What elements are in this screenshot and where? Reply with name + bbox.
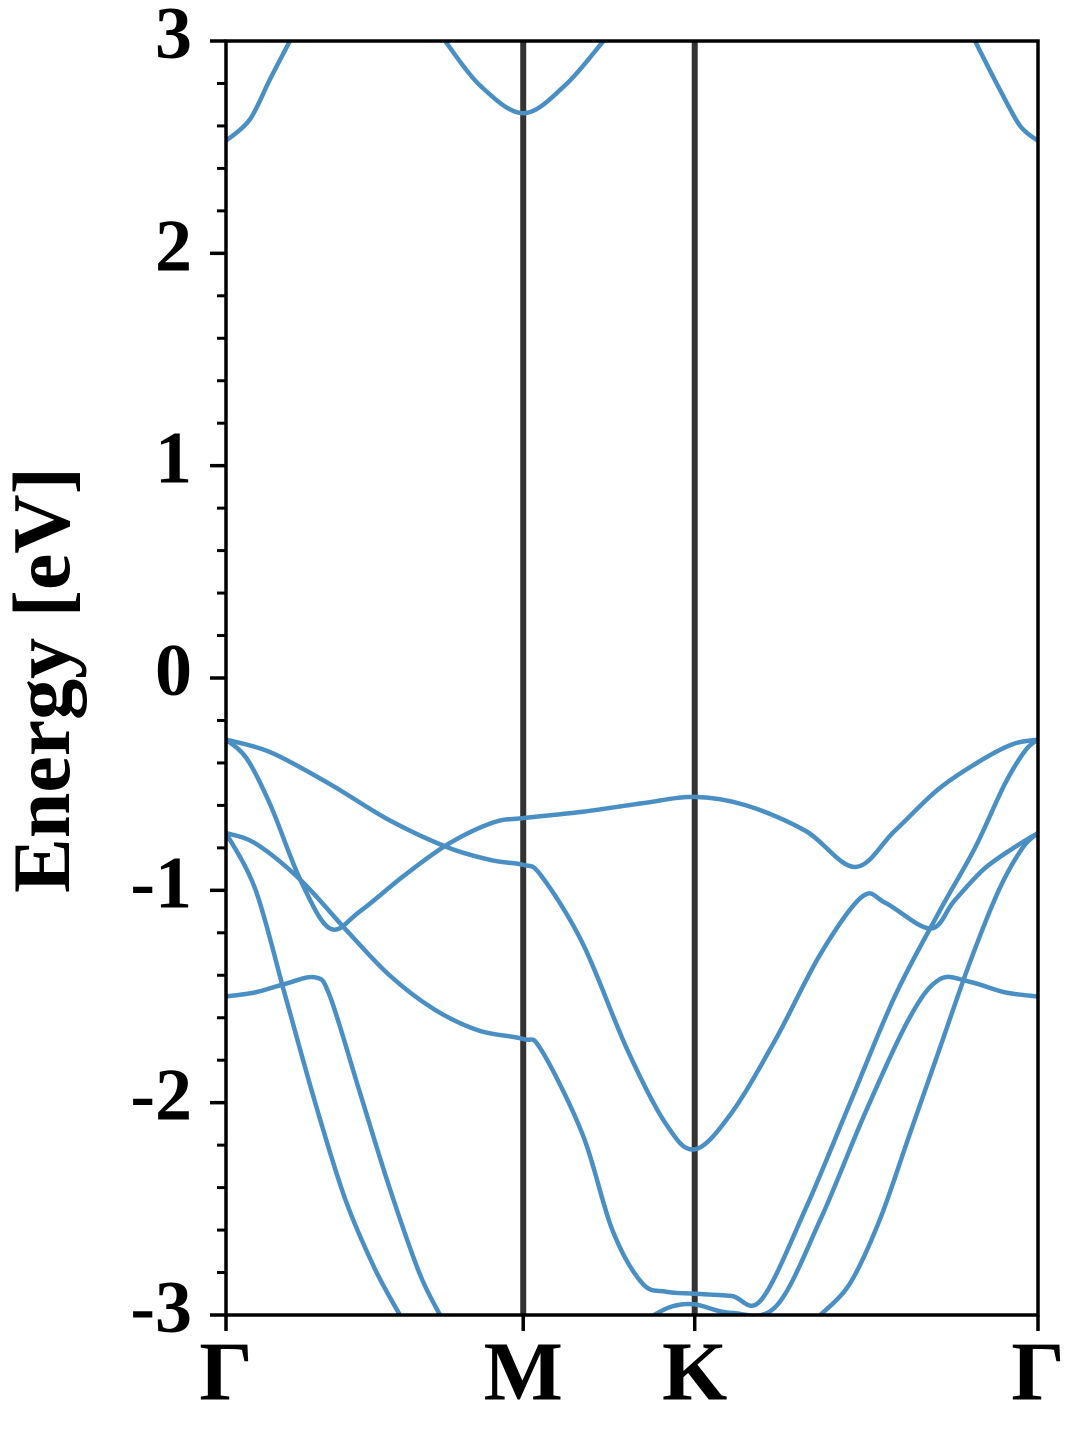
- x-tick-label: Γ: [199, 1325, 252, 1418]
- band-line: [226, 831, 1038, 1315]
- y-tick-label: 1: [155, 418, 192, 500]
- y-axis-label: Energy [eV]: [0, 467, 87, 893]
- y-tick-label: -3: [130, 1267, 192, 1349]
- band: [226, 831, 1038, 1315]
- band-line: [226, 737, 1038, 1308]
- band: [226, 831, 1038, 1315]
- band-line: [226, 831, 1038, 1315]
- band-line: [226, 737, 1038, 1152]
- band-line: [226, 41, 1038, 143]
- band-line: [226, 737, 1038, 932]
- band: [226, 737, 1038, 1308]
- y-tick-label: 3: [155, 0, 192, 75]
- y-tick-label: -2: [130, 1055, 192, 1137]
- band: [226, 737, 1038, 1152]
- y-tick-label: 0: [155, 630, 192, 712]
- y-tick-label: 2: [155, 205, 192, 287]
- x-tick-label: Γ: [1011, 1325, 1064, 1418]
- y-tick-label: -1: [130, 842, 192, 924]
- plot-frame: [224, 39, 1040, 1317]
- band: [226, 41, 1038, 143]
- band: [226, 737, 1038, 932]
- x-tick-label: M: [484, 1325, 563, 1418]
- x-tick-label: K: [662, 1325, 727, 1418]
